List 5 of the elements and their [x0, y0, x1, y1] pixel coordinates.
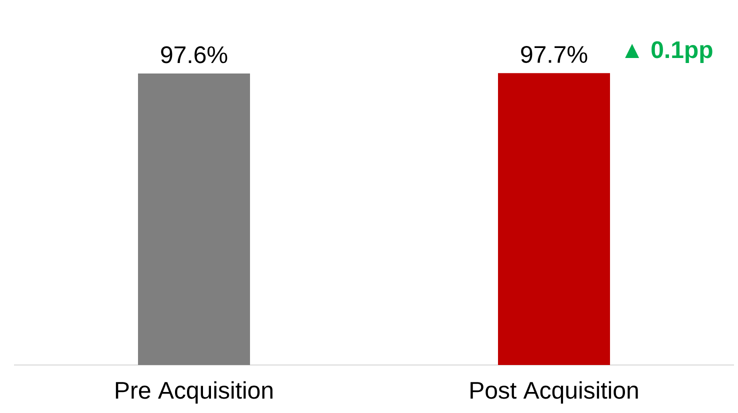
x-tick-label: Post Acquisition	[470, 381, 638, 404]
x-tick-label: Pre Acquisition	[116, 381, 272, 404]
text: ▲ 0.1pp	[625, 41, 712, 63]
data-label: 97.7%	[521, 46, 588, 63]
data-label: 97.6%	[161, 46, 228, 64]
